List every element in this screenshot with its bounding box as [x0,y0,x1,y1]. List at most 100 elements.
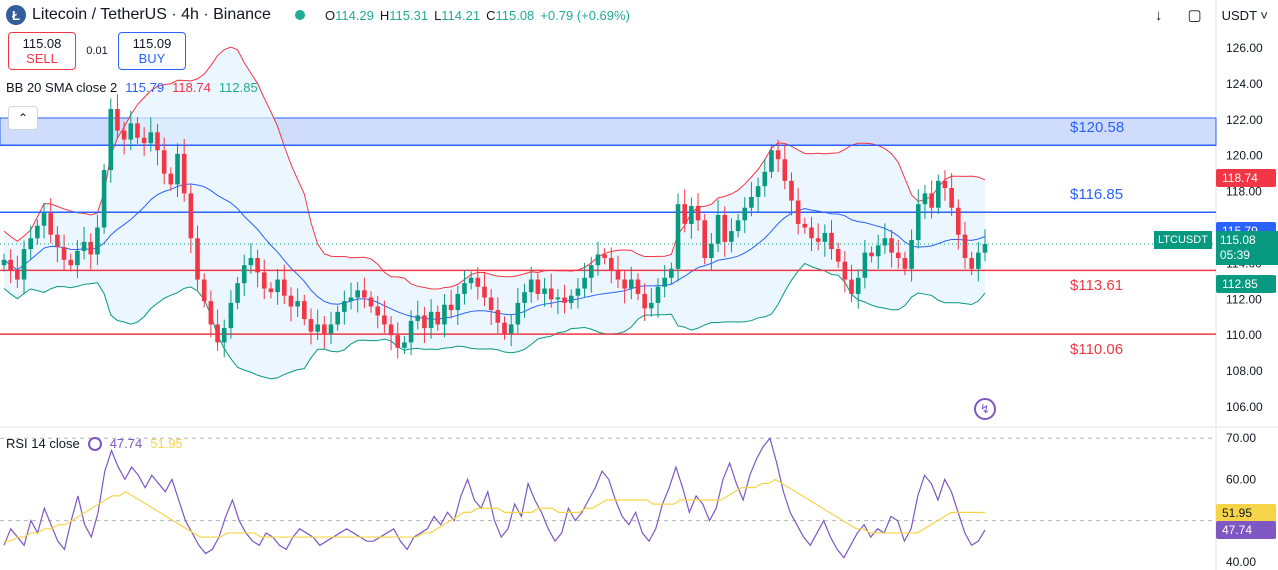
candle-body [962,234,968,259]
rsi-indicator-icon[interactable] [87,436,102,451]
candle-body [568,295,574,303]
candle-body [762,171,768,187]
candle-body [448,304,454,311]
level-label-120-58: $120.58 [1070,119,1125,137]
candle-body [862,252,868,278]
candle-body [782,159,788,181]
candle-body [889,238,894,253]
candle-body [275,279,280,293]
candle-body [669,268,674,278]
bb-legend-label: BB 20 SMA close 2 [6,80,118,95]
candle-body [629,279,634,289]
rsi-value: 47.74 [109,436,143,451]
price-tick-label: 112.00 [1226,292,1262,306]
candle-body [255,258,260,273]
candle-body [328,324,334,334]
candle-body [455,293,461,311]
candle-body [689,205,694,224]
candle-body [308,319,314,332]
candle-body [28,238,33,250]
currency-select[interactable]: USDT ˅ [1222,8,1268,23]
candle-body [75,250,80,266]
candle-body [468,277,474,284]
candle-body [21,249,27,280]
candle-body [608,258,614,271]
ohlc-readout: O114.29 H115.31 L114.21 C115.08 +0.79 (+0.69… [325,8,636,23]
price-tick-label: 118.00 [1226,185,1262,199]
collapse-legend-button[interactable]: ⌃ [8,106,38,130]
candle-body [221,328,227,343]
candle-body [622,279,627,289]
price-tick-label: 106.00 [1226,400,1263,414]
candle-body [155,132,160,151]
candle-body [315,324,320,332]
candle-body [388,324,394,336]
candle-body [795,200,801,224]
candle-body [735,220,741,232]
candle-body [882,238,888,246]
candle-body [895,252,901,259]
level-label-110-06: $110.06 [1070,341,1124,359]
chevron-down-icon: ˅ [1260,7,1268,23]
candle-body [809,227,814,239]
rsi-ma-price-tag: 51.95 [1216,503,1276,522]
level-label-116-85: $116.85 [1070,186,1124,204]
price-tick-label: 122.00 [1226,113,1263,127]
candle-body [68,259,74,266]
rsi-line [3,436,986,559]
candle-body [168,173,174,185]
candle-body [949,188,954,208]
bb-lower-price-tag: 112.85 [1216,275,1276,294]
candle-body [121,130,127,140]
rsi-legend-label: RSI 14 close [6,436,80,451]
candle-body [562,297,567,303]
sell-button[interactable]: 115.08 SELL [8,32,76,70]
candle-body [81,241,87,251]
rsi-tick-label: 70.00 [1226,431,1256,445]
ohlc-label-h: H [379,7,390,23]
ohlc-label-c: C [486,7,496,23]
market-status-icon[interactable] [294,10,305,20]
lightning-icon[interactable]: ↯ [974,398,996,420]
symbol-title[interactable]: Litecoin / TetherUS · 4h · Binance [32,6,271,23]
candle-body [195,238,200,280]
ohlc-value-c: 115.08 [495,7,535,23]
candle-body [48,213,54,235]
bb-upper-line [3,46,986,290]
candle-body [8,259,13,271]
bb-band-fill [4,47,985,379]
candle-body [415,315,421,321]
candle-body [428,311,434,329]
candle-body [281,279,287,296]
candle-body [495,310,501,323]
buy-label: BUY [138,51,166,66]
candle-body [982,244,988,253]
candle-body [15,270,20,280]
candle-body [655,286,661,303]
candle-body [749,196,754,208]
candle-body [875,245,881,257]
candle-body [702,220,708,259]
candle-body [602,254,607,259]
buy-button[interactable]: 115.09 BUY [118,32,186,70]
fullscreen-icon[interactable]: ▢ [1187,7,1202,24]
current-price: 115.08 [1219,233,1256,247]
candle-body [335,311,340,325]
bb-legend[interactable]: BB 20 SMA close 2 115.79 118.74 112.85 [6,80,258,95]
candle-body [515,302,521,325]
candle-body [95,227,100,255]
ohlc-label-o: O [324,7,336,23]
bb-lower-value: 112.85 [218,80,258,95]
download-icon[interactable]: ↓ [1154,6,1163,24]
candle-body [348,297,354,302]
ohlc-value-h: 115.31 [389,7,429,23]
rsi-tick-label: 60.00 [1226,472,1256,486]
candle-body [475,277,481,287]
candle-body [201,279,207,302]
candle-body [595,254,601,266]
rsi-price-tag: 47.74 [1216,520,1276,539]
candle-body [915,204,921,241]
candle-body [208,301,214,325]
rsi-legend[interactable]: RSI 14 close 47.74 51.95 [6,436,183,451]
